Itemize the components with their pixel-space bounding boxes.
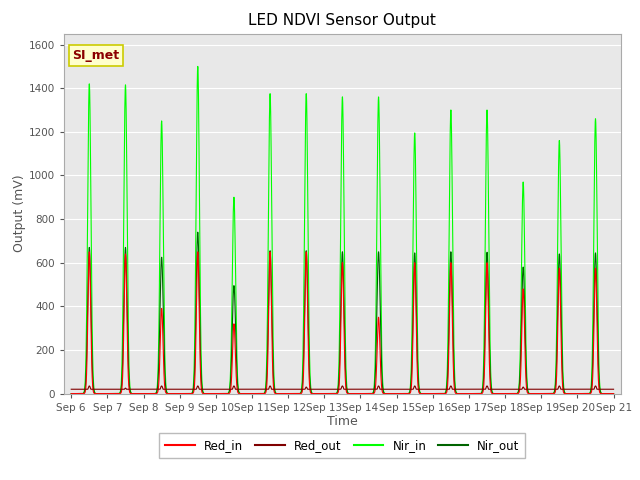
Nir_in (194, 63, 202, 69)
Nir_in (574, 391, 582, 396)
Red_out (610, 386, 618, 392)
Red_in (443, 390, 451, 396)
Red_in (173, 391, 181, 396)
Nir_out (330, 391, 337, 396)
Nir_in (67, 391, 75, 396)
Nir_in (442, 385, 450, 391)
Nir_in (571, 391, 579, 396)
Red_in (557, 304, 564, 310)
Red_out (571, 386, 579, 392)
Red_out (442, 386, 450, 392)
Red_out (67, 386, 75, 392)
Red_in (356, 391, 364, 396)
Nir_out (67, 391, 75, 396)
Nir_out (557, 279, 564, 285)
Title: LED NDVI Sensor Output: LED NDVI Sensor Output (248, 13, 436, 28)
Red_in (610, 391, 618, 396)
Red_out (557, 385, 564, 391)
Red_out (574, 386, 582, 392)
Nir_out (574, 391, 582, 396)
Nir_in (610, 391, 618, 396)
Nir_in (538, 391, 545, 396)
Red_in (571, 391, 579, 396)
Y-axis label: Output (mV): Output (mV) (13, 175, 26, 252)
Nir_out (194, 229, 202, 235)
Line: Nir_in: Nir_in (71, 66, 614, 394)
Nir_in (557, 197, 564, 203)
Nir_in (173, 391, 181, 396)
Red_in (266, 249, 274, 255)
Red_out (230, 383, 238, 389)
X-axis label: Time: Time (327, 415, 358, 429)
Text: SI_met: SI_met (72, 49, 120, 62)
Nir_in (330, 391, 337, 396)
Red_out (173, 386, 181, 392)
Nir_out (173, 391, 181, 396)
Legend: Red_in, Red_out, Nir_in, Nir_out: Red_in, Red_out, Nir_in, Nir_out (159, 433, 525, 458)
Line: Nir_out: Nir_out (71, 232, 614, 394)
Red_in (67, 391, 75, 396)
Red_in (574, 391, 582, 396)
Nir_out (571, 391, 579, 396)
Red_out (330, 386, 337, 392)
Nir_out (442, 388, 450, 394)
Line: Red_out: Red_out (71, 386, 614, 389)
Line: Red_in: Red_in (71, 252, 614, 394)
Red_in (330, 391, 337, 396)
Nir_out (610, 391, 618, 396)
